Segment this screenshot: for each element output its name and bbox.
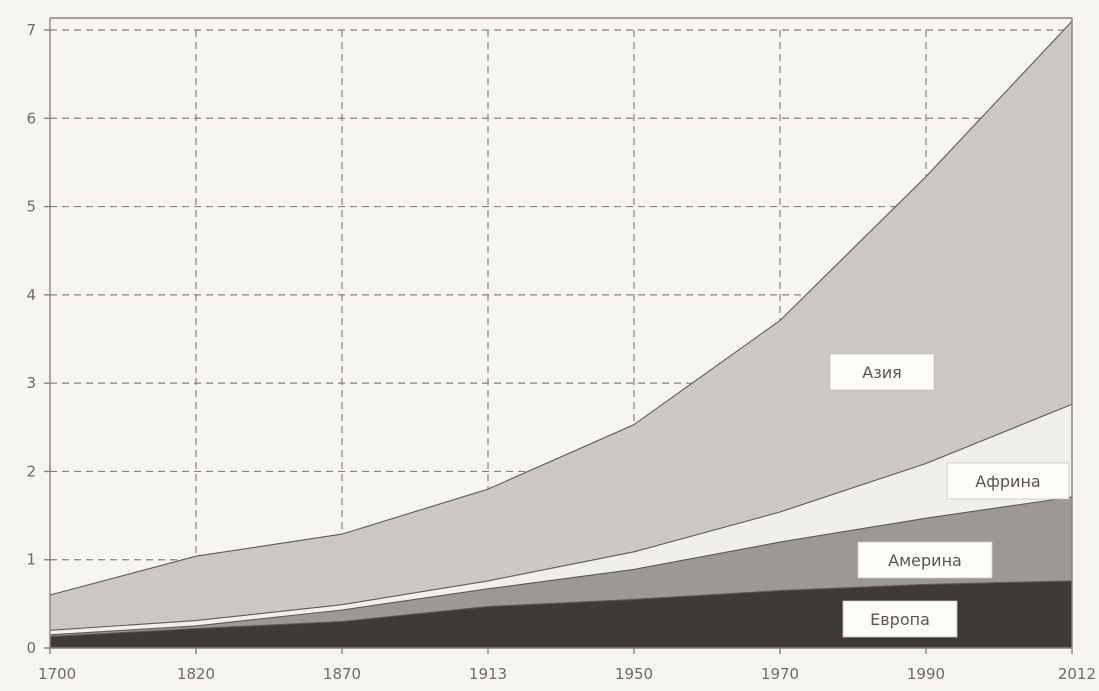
x-tick-label-1950: 1950 [615, 665, 653, 683]
y-tick-label-0: 0 [26, 639, 36, 657]
x-tick-labels: 1700 1820 1870 1913 1950 1970 1990 2012 [38, 665, 1096, 683]
series-label-box-america [857, 541, 993, 579]
series-labels: Европа Америна Африна Азия [829, 353, 1070, 638]
area-boundary-3 [49, 20, 1073, 596]
y-tick-label-3: 3 [26, 374, 36, 392]
axis-layer [44, 17, 1073, 654]
y-tick-label-7: 7 [26, 21, 36, 39]
x-tick-label-1970: 1970 [761, 665, 799, 683]
x-tick-label-1913: 1913 [469, 665, 507, 683]
y-tick-label-1: 1 [26, 551, 36, 569]
series-label-europe: Европа [870, 610, 930, 629]
series-label-box-europe [842, 600, 958, 638]
series-label-box-asia [829, 353, 935, 391]
y-tick-label-6: 6 [26, 109, 36, 127]
area-boundary-0 [49, 580, 1073, 638]
x-tick-label-1700: 1700 [38, 665, 76, 683]
area-europe [50, 580, 1072, 648]
x-tick-label-1990: 1990 [907, 665, 945, 683]
outline-layer [49, 20, 1073, 638]
area-boundary-2 [49, 403, 1073, 631]
area-asia [50, 21, 1072, 631]
area-boundary-1 [49, 496, 1073, 636]
series-label-america: Америна [888, 551, 962, 570]
series-label-africa: Африна [975, 472, 1040, 491]
y-tick-label-5: 5 [26, 198, 36, 216]
y-tick-label-2: 2 [26, 462, 36, 480]
x-tick-label-2012: 2012 [1058, 665, 1096, 683]
x-tick-label-1820: 1820 [177, 665, 215, 683]
y-tick-labels: 0 1 2 3 4 5 6 7 [26, 21, 36, 657]
area-africa [50, 404, 1072, 635]
series-label-asia: Азия [862, 363, 901, 382]
x-tick-label-1870: 1870 [323, 665, 361, 683]
y-tick-label-4: 4 [26, 286, 36, 304]
series-label-box-africa [946, 462, 1070, 500]
